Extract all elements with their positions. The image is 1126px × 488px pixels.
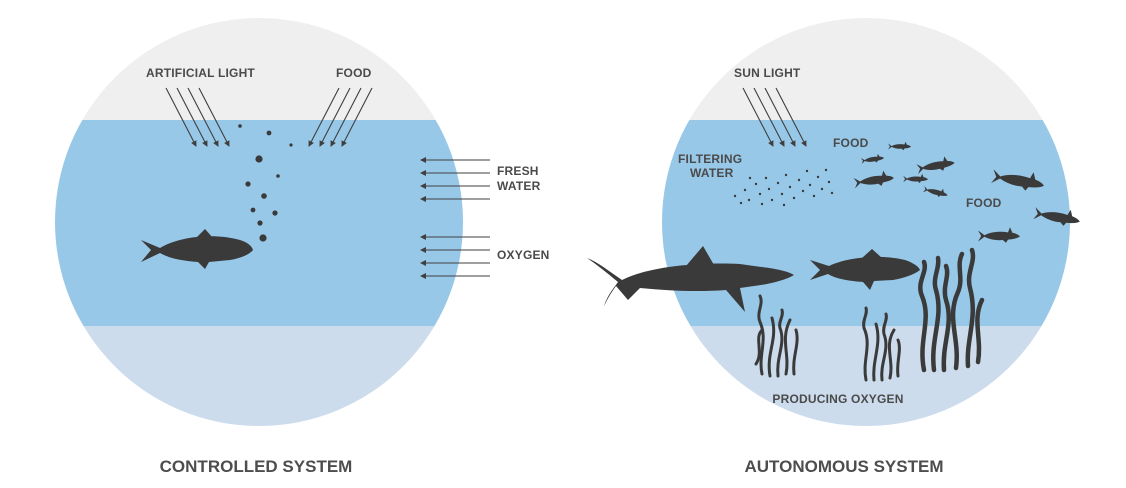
shark-icon	[587, 246, 794, 312]
controlled-system-caption: CONTROLLED SYSTEM	[160, 457, 353, 476]
water-label: WATER	[497, 179, 541, 193]
oxygen-label: OXYGEN	[497, 248, 550, 262]
seaweed-cluster-middle	[862, 306, 901, 382]
food-label-top: FOOD	[833, 136, 869, 150]
plankton-dots	[733, 168, 834, 207]
artificial-light-label: ARTIFICIAL LIGHT	[146, 66, 255, 80]
fresh-label: FRESH	[497, 164, 539, 178]
seabed-band	[55, 326, 463, 426]
fish-icon	[141, 229, 253, 269]
water-band	[662, 120, 1070, 326]
filtering-label: FILTERING	[678, 152, 742, 166]
fish-icon	[810, 249, 920, 290]
controlled-system-panel: ARTIFICIAL LIGHT FOOD	[55, 18, 550, 476]
artificial-light-rays	[165, 87, 230, 147]
seabed-band	[662, 326, 1070, 426]
bubble-icon	[238, 124, 293, 242]
filtering-water-label: WATER	[690, 166, 734, 180]
sky-band	[55, 18, 463, 120]
seaweed-cluster-left	[754, 294, 799, 378]
food-rays	[308, 87, 373, 147]
food-label-right: FOOD	[966, 196, 1002, 210]
autonomous-system-caption: AUTONOMOUS SYSTEM	[745, 457, 944, 476]
seaweed-icon	[754, 247, 985, 382]
food-label: FOOD	[336, 66, 372, 80]
oxygen-arrows	[420, 234, 490, 279]
producing-oxygen-label: PRODUCING OXYGEN	[772, 392, 903, 406]
sky-band	[662, 18, 1070, 120]
sun-light-rays	[742, 87, 807, 147]
seaweed-cluster-right	[918, 247, 985, 373]
fresh-water-arrows	[420, 157, 490, 202]
autonomous-system-panel: SUN LIGHT FOOD FILTERING WATER FOOD	[587, 18, 1082, 476]
sun-light-label: SUN LIGHT	[734, 66, 801, 80]
